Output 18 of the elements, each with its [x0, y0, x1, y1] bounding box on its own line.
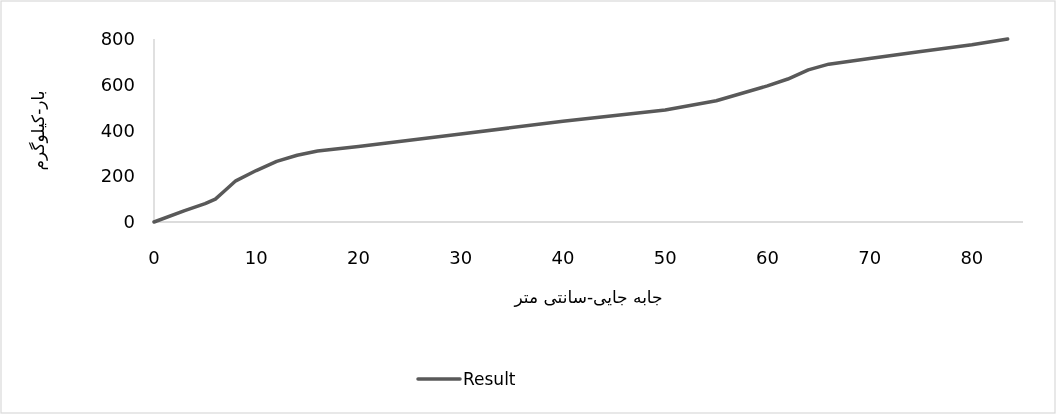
- y-tick-label: 400: [100, 119, 135, 141]
- x-tick-label: 30: [449, 247, 473, 268]
- legend-label: Result: [463, 369, 516, 389]
- legend: Result: [416, 369, 516, 389]
- y-tick-label: 200: [100, 165, 135, 187]
- x-tick-label: 50: [653, 247, 677, 268]
- x-tick-label: 70: [858, 247, 882, 268]
- x-tick-label: 40: [551, 247, 575, 268]
- y-tick-label: 600: [100, 73, 135, 95]
- y-tick-label: 800: [100, 28, 135, 49]
- x-axis-title: جابه جایی-سانتی متر: [513, 287, 663, 307]
- x-tick-label: 10: [244, 247, 268, 268]
- x-tick-label: 20: [347, 247, 370, 268]
- x-tick-label: 60: [755, 247, 779, 268]
- y-tick-label: 0: [123, 211, 135, 232]
- y-axis-title: بار-کیلوگرم: [28, 90, 48, 171]
- x-tick-label: 0: [148, 247, 160, 268]
- x-tick-label: 80: [960, 247, 984, 268]
